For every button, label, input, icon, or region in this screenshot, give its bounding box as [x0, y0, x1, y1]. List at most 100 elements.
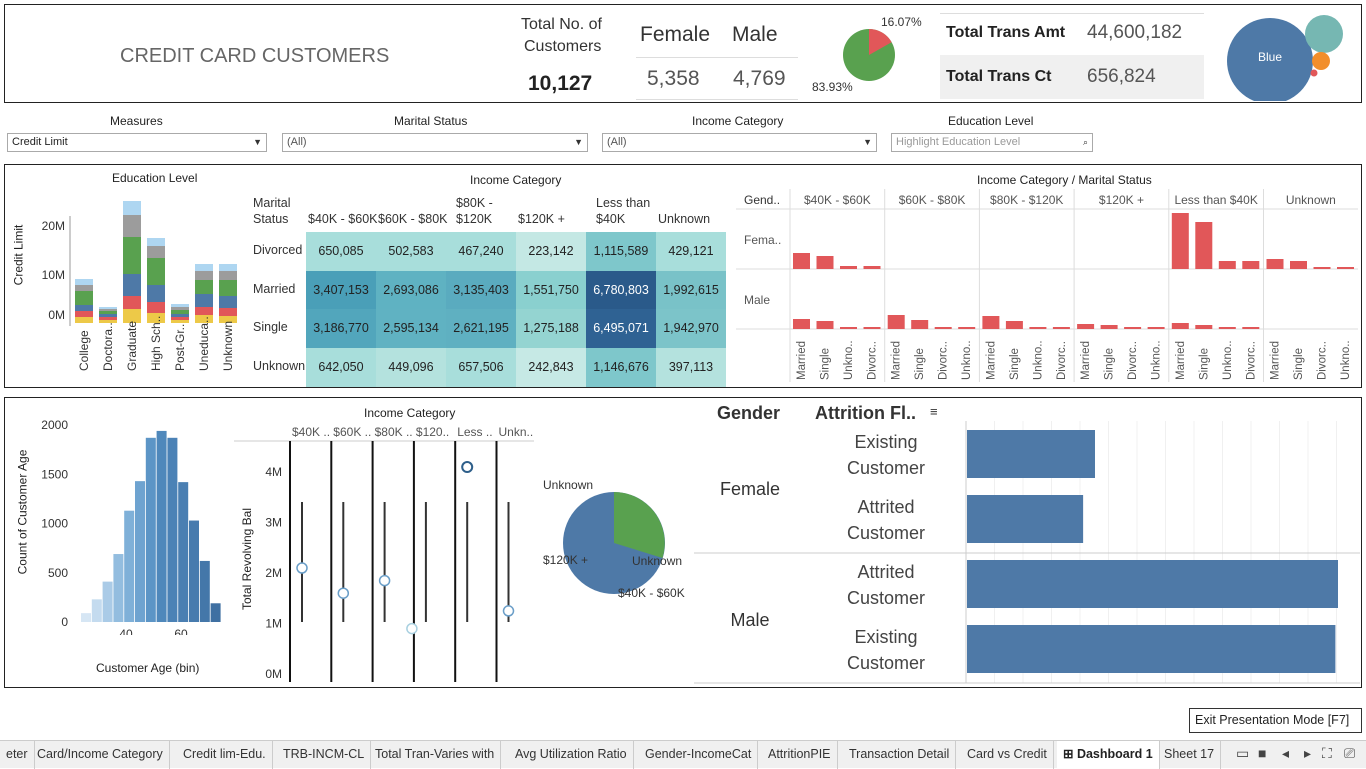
dot-point [502, 605, 515, 617]
search-icon: ⌕ [1082, 137, 1088, 147]
sheet-tab[interactable]: TRB-INCM-CL [277, 741, 372, 769]
sm-bar [1029, 327, 1047, 329]
edu-bar-segment [171, 307, 189, 310]
edu-ytick: 20M [42, 219, 65, 233]
heatmap-cell[interactable]: 3,135,403 [446, 270, 516, 310]
heatmap-cell[interactable]: 1,275,188 [516, 309, 586, 349]
edu-xtick: Unknown [221, 321, 235, 371]
sheet-tab[interactable]: ⊞ Dashboard 1 [1057, 741, 1160, 769]
sheet-tab[interactable]: Avg Utilization Ratio [509, 741, 634, 769]
edu-xtick: Post-Gr.. [173, 324, 187, 371]
heatmap-cell[interactable]: 449,096 [376, 348, 446, 387]
measures-dropdown[interactable]: Credit Limit ▼ [7, 133, 267, 152]
heatmap-cell[interactable]: 2,621,195 [446, 309, 516, 349]
revolving-balance-dotplot[interactable]: 4M 3M 2M 1M 0M $40K .. $60K .. $80K .. $120.. Les… [234, 420, 534, 684]
heatmap-cell[interactable]: 650,085 [306, 232, 376, 271]
heatmap-row-header-2: Status [253, 212, 289, 226]
heatmap-cell[interactable]: 6,495,071 [586, 309, 656, 349]
education-highlight-input[interactable]: Highlight Education Level ⌕ [891, 133, 1093, 152]
dot-column-header: Less .. [457, 425, 492, 439]
heatmap-cell[interactable]: 642,050 [306, 348, 376, 387]
heatmap-cell[interactable]: 657,506 [446, 348, 516, 387]
sheet-tab[interactable]: Card vs Credit [961, 741, 1054, 769]
dotplot-title: Income Category [364, 406, 456, 420]
heatmap-cell[interactable]: 242,843 [516, 348, 586, 387]
marital-dropdown[interactable]: (All) ▼ [282, 133, 588, 152]
attrition-bar-chart[interactable]: Female Existing Customer Attrited Customer Ma… [694, 421, 1360, 685]
heatmap-cell[interactable]: 3,186,770 [306, 309, 376, 349]
chevron-down-icon: ▼ [574, 137, 583, 147]
sm-xtick: Divorc.. [1127, 341, 1139, 380]
sheet-tab[interactable]: Transaction Detail [843, 741, 957, 769]
income-dropdown[interactable]: (All) ▼ [602, 133, 877, 152]
edu-bar-segment [195, 294, 213, 307]
dot-ytick: 4M [265, 465, 282, 479]
grid-view-icon[interactable]: ▭ [1236, 745, 1250, 761]
edu-bar-segment [75, 311, 93, 317]
dot-column-header: $80K .. [375, 425, 413, 439]
edu-bar-segment [123, 309, 141, 323]
total-customers-value: 10,127 [528, 72, 593, 95]
age-histogram[interactable]: 2000 1500 1000 500 0 40 60 [36, 410, 226, 635]
fullscreen-icon[interactable]: ⛶ [1322, 745, 1332, 761]
sort-icon[interactable]: ≡ [930, 404, 938, 419]
attr-flag-label: Attrited [857, 562, 914, 582]
sm-xtick: Married [1270, 341, 1282, 380]
edu-bar-segment [99, 314, 117, 317]
heatmap-column-header: $120K [456, 212, 493, 226]
trans-amt-value: 44,600,182 [1087, 22, 1183, 43]
education-label: Education Level [948, 114, 1034, 128]
card-category-bubbles[interactable] [1223, 9, 1353, 101]
education-stacked-bar-chart[interactable]: 20M 10M 0M College Doctora.. Graduate High Sch… [30, 186, 242, 386]
sm-xtick: Unkno.. [1222, 340, 1234, 380]
sm-xtick: Divorc.. [938, 341, 950, 380]
edu-bar-segment [171, 304, 189, 307]
hist-bar [135, 481, 145, 622]
heatmap-cell[interactable]: 1,551,750 [516, 270, 586, 310]
heatmap-cell[interactable]: 502,583 [376, 232, 446, 271]
total-customers-label-2: Customers [524, 38, 602, 55]
fill-view-icon[interactable]: ■ [1258, 745, 1267, 761]
sheet-tab[interactable]: Sheet 17 [1158, 741, 1222, 769]
heatmap-cell[interactable]: 1,942,970 [656, 309, 726, 349]
pie-large-pct: 83.93% [812, 80, 853, 94]
edu-bar-segment [147, 246, 165, 258]
heatmap-cell[interactable]: 397,113 [656, 348, 726, 387]
heatmap-cell[interactable]: 467,240 [446, 232, 516, 271]
gender-pie[interactable] [841, 27, 897, 83]
heatmap-column-header: Less than [596, 196, 651, 210]
sm-xtick: Single [820, 348, 832, 380]
heatmap-cell[interactable]: 429,121 [656, 232, 726, 271]
chevron-down-icon: ▼ [253, 137, 262, 147]
income-marital-small-multiples[interactable]: Gend.. Fema.. Male $40K - $60K Married Single… [736, 186, 1358, 384]
sm-bar [934, 327, 952, 329]
present-icon[interactable]: ⎚ [1344, 745, 1356, 761]
heatmap-cell[interactable]: 223,142 [516, 232, 586, 271]
next-sheet-icon[interactable]: ▸ [1304, 745, 1312, 761]
heatmap-cell[interactable]: 2,693,086 [376, 270, 446, 310]
prev-sheet-icon[interactable]: ◂ [1282, 745, 1290, 761]
heatmap-cell[interactable]: 1,992,615 [656, 270, 726, 310]
sm-row-label: Fema.. [744, 233, 781, 247]
heatmap-cell[interactable]: 1,115,589 [586, 232, 656, 271]
heatmap-cell[interactable]: 2,595,134 [376, 309, 446, 349]
edu-bar-segment [75, 291, 93, 305]
sm-bar [1171, 213, 1189, 269]
sheet-tab[interactable]: eter [0, 741, 35, 769]
sm-bar [1242, 261, 1260, 269]
income-pie[interactable] [561, 490, 667, 596]
heatmap-cell[interactable]: 3,407,153 [306, 270, 376, 310]
edu-xtick: Doctora.. [101, 322, 115, 371]
sm-xtick: Unkno.. [843, 340, 855, 380]
heatmap-cell[interactable]: 6,780,803 [586, 270, 656, 310]
sheet-tab[interactable]: Total Tran-Varies with [369, 741, 502, 769]
sheet-tab[interactable]: AttritionPIE [762, 741, 838, 769]
heatmap-column-header: $40K [596, 212, 626, 226]
sheet-tab[interactable]: Credit lim-Edu. [177, 741, 273, 769]
gender-divider-bottom [636, 99, 798, 100]
sheet-tab[interactable]: Card/Income Category [31, 741, 170, 769]
sheet-tab[interactable]: Gender-IncomeCat [639, 741, 759, 769]
heatmap-cell[interactable]: 1,146,676 [586, 348, 656, 387]
edu-bar-segment [219, 308, 237, 316]
sm-column-header: Less than $40K [1174, 193, 1257, 207]
